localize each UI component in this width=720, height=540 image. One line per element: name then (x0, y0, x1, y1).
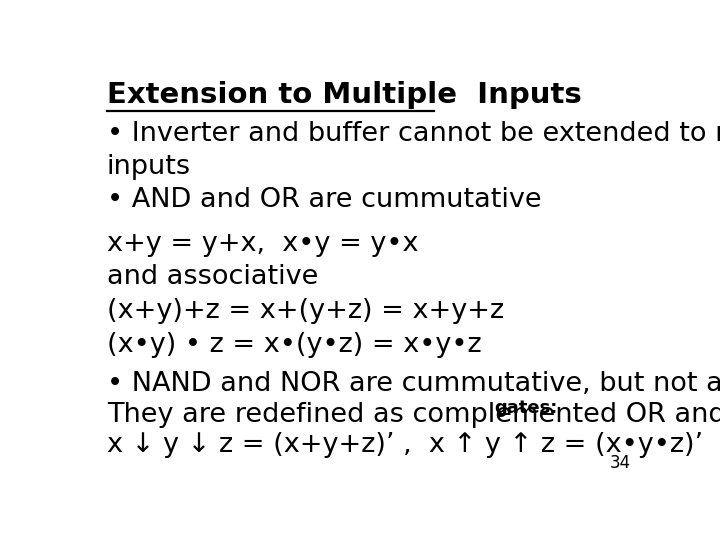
Text: x ↓ y ↓ z = (x+y+z)’ ,  x ↑ y ↑ z = (x•y•z)’: x ↓ y ↓ z = (x+y+z)’ , x ↑ y ↑ z = (x•y•… (107, 431, 703, 457)
Text: • Inverter and buffer cannot be extended to multiple
inputs: • Inverter and buffer cannot be extended… (107, 121, 720, 180)
Text: • AND and OR are cummutative: • AND and OR are cummutative (107, 187, 541, 213)
Text: Extension to Multiple  Inputs: Extension to Multiple Inputs (107, 82, 582, 110)
Text: x+y = y+x,  x•y = y•x: x+y = y+x, x•y = y•x (107, 231, 418, 257)
Text: and associative: and associative (107, 265, 318, 291)
Text: gates:: gates: (495, 399, 558, 417)
Text: 34: 34 (610, 454, 631, 472)
Text: • NAND and NOR are cummutative, but not associative.: • NAND and NOR are cummutative, but not … (107, 371, 720, 397)
Text: (x•y) • z = x•(y•z) = x•y•z: (x•y) • z = x•(y•z) = x•y•z (107, 332, 482, 357)
Text: They are redefined as complemented OR and AND: They are redefined as complemented OR an… (107, 402, 720, 428)
Text: (x+y)+z = x+(y+z) = x+y+z: (x+y)+z = x+(y+z) = x+y+z (107, 298, 504, 323)
